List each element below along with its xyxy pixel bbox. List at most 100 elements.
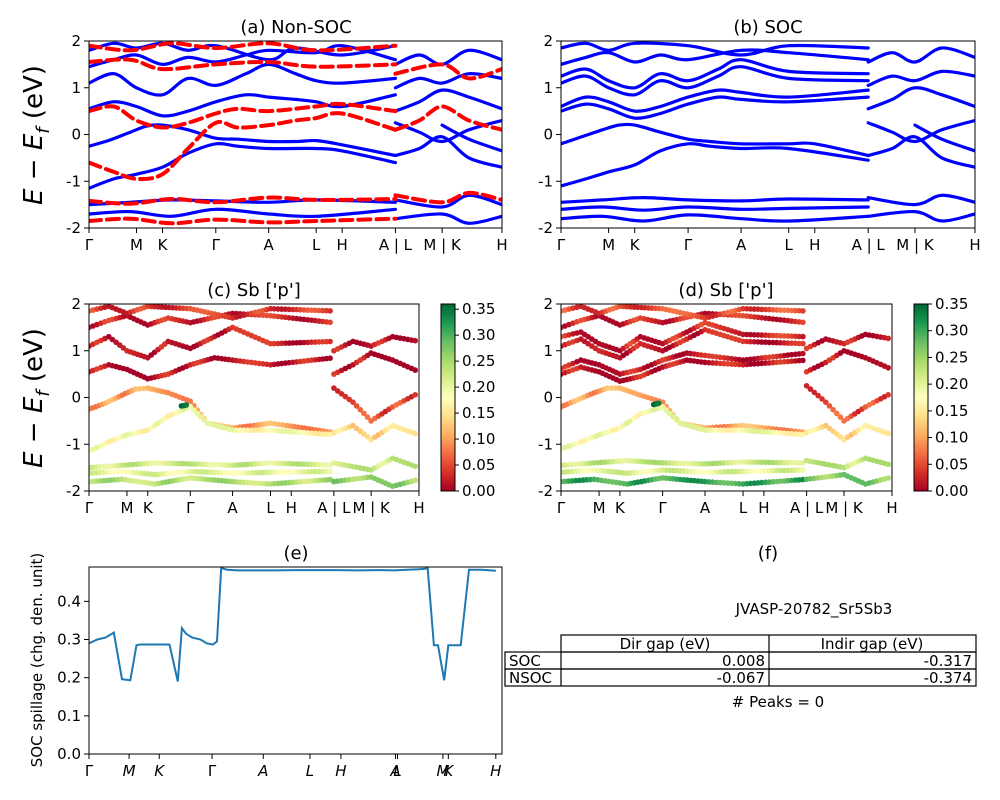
y-tick-label: 0 bbox=[543, 389, 553, 407]
x-tick-label: A bbox=[264, 236, 275, 254]
projection-point bbox=[830, 406, 836, 413]
projection-point bbox=[807, 386, 814, 392]
soc-band-line bbox=[866, 46, 975, 64]
y-tick-label: 0.3 bbox=[57, 631, 81, 649]
x-tick-label: H bbox=[969, 236, 980, 254]
soc-band-line bbox=[393, 135, 502, 169]
projection-point bbox=[364, 414, 371, 420]
colorbar-tick-label: 0.30 bbox=[462, 326, 495, 344]
x-tick-label: K bbox=[158, 236, 169, 254]
y-tick-label: 0.1 bbox=[57, 707, 81, 725]
y-tick-label: -2 bbox=[538, 219, 553, 237]
projection-point bbox=[826, 403, 833, 409]
projection-point bbox=[800, 467, 806, 473]
soc-band-line bbox=[393, 193, 502, 209]
panel-e-plot-area bbox=[89, 567, 496, 682]
x-tick-label: M bbox=[120, 499, 133, 517]
y-tick-label: 0.0 bbox=[57, 745, 81, 763]
projection-point bbox=[276, 421, 282, 428]
projection-point bbox=[819, 396, 825, 402]
x-tick-label: Γ bbox=[684, 236, 693, 254]
projection-point bbox=[412, 367, 419, 373]
x-tick-label: A bbox=[736, 236, 747, 254]
panel-c-colorbar: 0.00 0.05 0.10 0.15 0.20 0.25 0.30 0.35 bbox=[440, 300, 495, 500]
spillage-line bbox=[89, 567, 496, 682]
x-tick-label: K bbox=[154, 762, 165, 780]
gap-table-col-dir: Dir gap (eV) bbox=[620, 635, 711, 653]
projection-point bbox=[331, 385, 337, 391]
y-tick-label: -1 bbox=[66, 435, 81, 453]
panel-c-title: (c) Sb ['p'] bbox=[207, 280, 301, 301]
x-tick-label: A | L bbox=[379, 236, 413, 254]
projection-point bbox=[267, 420, 274, 427]
gap-table-row-nsoc bbox=[504, 668, 977, 687]
nonsoc-band-line bbox=[393, 104, 502, 132]
soc-band-line bbox=[561, 65, 870, 97]
x-tick-label: A bbox=[227, 499, 238, 517]
gap-table-row-label: NSOC bbox=[509, 669, 552, 687]
x-tick-label: Γ bbox=[186, 499, 195, 517]
y-tick-label: -1 bbox=[66, 172, 81, 190]
nonsoc-band-line bbox=[89, 41, 398, 53]
y-tick-label: 1 bbox=[543, 342, 553, 360]
gap-table-nsoc-dir: -0.067 bbox=[717, 669, 765, 687]
x-tick-label: A bbox=[700, 499, 711, 517]
projection-point bbox=[823, 399, 829, 406]
material-id-title: JVASP-20782_Sr5Sb3 bbox=[735, 600, 893, 619]
projection-point bbox=[604, 385, 611, 391]
projection-point bbox=[412, 463, 419, 470]
panel-e-soc-spillage: (e) SOC spillage (chg. den. unit) 0.0 0.1… bbox=[28, 543, 503, 780]
panel-e-ylabel: SOC spillage (chg. den. unit) bbox=[28, 553, 46, 768]
x-tick-label: L bbox=[739, 499, 748, 517]
projection-point bbox=[187, 398, 194, 405]
x-tick-label: H bbox=[413, 499, 424, 517]
soc-band-line bbox=[89, 62, 397, 97]
soc-band-line bbox=[561, 122, 870, 158]
x-tick-label: A | L bbox=[317, 499, 351, 517]
colorbar-tick-label: 0.25 bbox=[462, 352, 495, 370]
soc-band-line bbox=[561, 95, 870, 120]
gap-table-soc-dir: 0.008 bbox=[722, 652, 765, 670]
projection-point bbox=[201, 417, 208, 423]
soc-band-line bbox=[913, 123, 975, 153]
x-tick-label: Γ bbox=[212, 236, 221, 254]
panel-a-title: (a) Non-SOC bbox=[240, 17, 351, 38]
y-tick-label: -2 bbox=[538, 482, 553, 500]
x-tick-label: M | K bbox=[352, 499, 391, 517]
projection-point bbox=[327, 468, 333, 475]
colorbar-tick-label: 0.00 bbox=[935, 482, 968, 500]
y-tick-label: 1 bbox=[543, 79, 553, 97]
projection-point bbox=[350, 399, 356, 406]
nonsoc-band-line bbox=[393, 190, 502, 205]
soc-band-line bbox=[393, 212, 502, 225]
soc-band-line bbox=[440, 123, 502, 153]
projection-point bbox=[140, 385, 147, 392]
x-tick-label: Γ bbox=[557, 499, 566, 517]
x-tick-label: H bbox=[337, 236, 348, 254]
projection-point bbox=[327, 338, 333, 345]
nonsoc-band-line bbox=[89, 101, 398, 130]
soc-band-line bbox=[866, 118, 975, 144]
projection-point bbox=[811, 389, 818, 396]
y-tick-label: 0.4 bbox=[57, 592, 81, 610]
soc-band-line bbox=[89, 207, 397, 219]
panel-a-ylabel: E − Ef (eV) bbox=[19, 65, 54, 205]
x-tick-label: A bbox=[389, 762, 400, 780]
soc-band-line bbox=[866, 135, 975, 169]
projection-point bbox=[353, 403, 360, 409]
projection-point bbox=[885, 365, 891, 371]
projection-point bbox=[663, 407, 669, 413]
x-tick-label: M bbox=[123, 762, 136, 780]
colorbar-tick-label: 0.20 bbox=[462, 378, 495, 396]
projection-point bbox=[191, 407, 197, 413]
projection-point bbox=[132, 386, 138, 392]
projection-point bbox=[412, 392, 419, 398]
projection-point bbox=[412, 477, 419, 484]
colorbar-gradient bbox=[913, 303, 929, 492]
y-tick-label: 2 bbox=[71, 295, 81, 313]
